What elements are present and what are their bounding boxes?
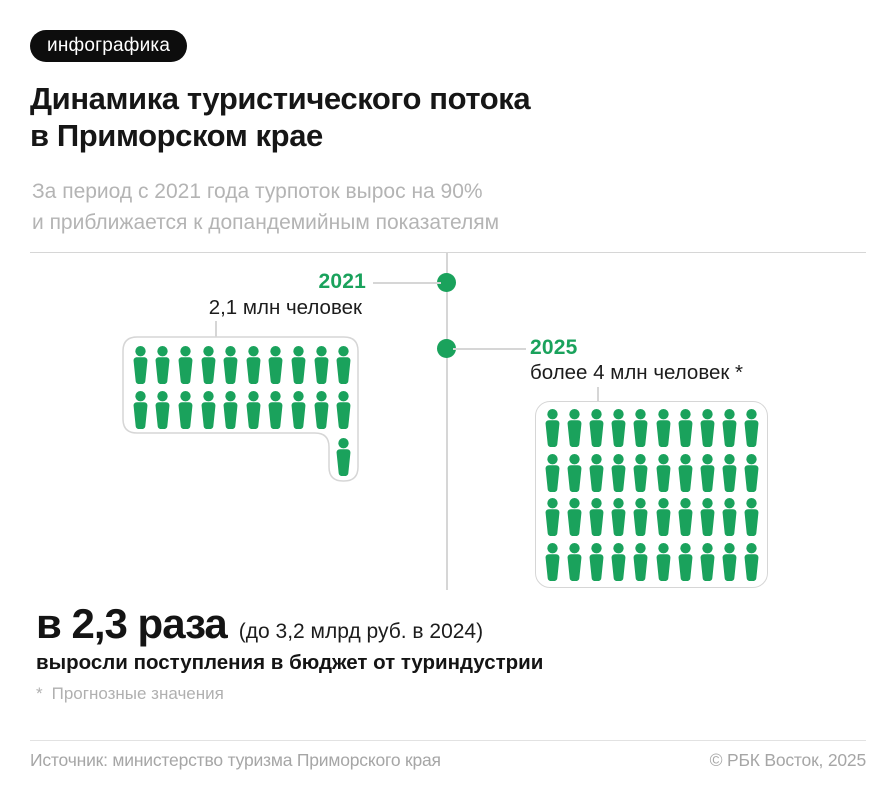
year-label-2025: 2025 [530,336,578,359]
connector-line-2025 [453,348,526,350]
page-title-line1: Динамика туристического потока [30,81,531,116]
person-icon [653,543,674,581]
person-icon [719,409,740,447]
person-icon [152,346,173,384]
person-icon [608,543,629,581]
person-icon [586,409,607,447]
connector-line-2021 [373,282,441,284]
person-icon [675,454,696,492]
stat-detail: (до 3,2 млрд руб. в 2024) [238,620,484,643]
timeline-dot-2025 [437,339,456,358]
page-title-line2: в Приморском крае [30,118,323,153]
footer: Источник: министерство туризма Приморско… [30,750,866,771]
stat-description: выросли поступления в бюджет от туриндус… [36,651,544,674]
footnote-asterisk: * [36,684,43,703]
person-icon [333,391,354,429]
value-label-2025: более 4 млн человек * [530,361,744,384]
person-icon [741,454,762,492]
person-icon [675,409,696,447]
connector-line-2021-box [215,321,217,337]
page-title: Динамика туристического потока в Приморс… [30,80,531,154]
person-icon [311,391,332,429]
person-icon [265,391,286,429]
person-icon [265,346,286,384]
page-subtitle: За период с 2021 года турпоток вырос на … [32,176,499,238]
person-icon [288,346,309,384]
person-icon [653,409,674,447]
person-icon [220,391,241,429]
person-icon [542,498,563,536]
person-icon [586,454,607,492]
person-icon [152,391,173,429]
person-icon [243,346,264,384]
person-icon [564,454,585,492]
person-icon [630,454,651,492]
person-icon [608,454,629,492]
person-icon [220,346,241,384]
person-icon [542,543,563,581]
pictogram-extension-2021 [333,438,354,476]
person-icon [175,391,196,429]
footnote-text: Прогнозные значения [51,684,224,703]
person-icon [333,346,354,384]
person-icon [175,346,196,384]
person-icon [741,543,762,581]
year-label-2021: 2021 [318,270,366,293]
person-icon [653,498,674,536]
timeline-dot-2021 [437,273,456,292]
person-icon [288,391,309,429]
person-icon [130,346,151,384]
person-icon [630,543,651,581]
infographic-badge: инфографика [30,30,188,62]
person-icon [586,543,607,581]
person-icon [630,409,651,447]
footer-divider-line [30,740,866,741]
stat-multiplier: в 2,3 раза [36,600,228,647]
person-icon [333,438,354,476]
person-icon [630,498,651,536]
person-icon [542,454,563,492]
connector-line-2025-box [597,387,599,402]
value-label-2021: 2,1 млн человек [208,296,362,319]
person-icon [697,498,718,536]
person-icon [608,409,629,447]
timeline-axis-line [446,252,448,590]
person-icon [741,498,762,536]
person-icon [719,543,740,581]
person-icon [653,454,674,492]
person-icon [697,409,718,447]
footnote: * Прогнозные значения [36,684,224,704]
person-icon [675,543,696,581]
pictogram-grid-2021 [129,342,355,432]
footer-source: Источник: министерство туризма Приморско… [30,750,441,770]
footer-copyright: © РБК Восток, 2025 [709,750,867,770]
person-icon [719,498,740,536]
person-icon [719,454,740,492]
person-icon [198,346,219,384]
person-icon [564,409,585,447]
person-icon [741,409,762,447]
person-icon [542,409,563,447]
person-icon [243,391,264,429]
person-icon [697,543,718,581]
person-icon [697,454,718,492]
person-icon [564,543,585,581]
person-icon [130,391,151,429]
person-icon [564,498,585,536]
top-divider-line [30,252,866,253]
page-subtitle-line1: За период с 2021 года турпоток вырос на … [32,180,483,203]
budget-stat: в 2,3 раза (до 3,2 млрд руб. в 2024) выр… [36,600,543,675]
person-icon [608,498,629,536]
person-icon [675,498,696,536]
person-icon [311,346,332,384]
person-icon [198,391,219,429]
pictogram-grid-2025 [541,406,763,584]
person-icon [586,498,607,536]
page-subtitle-line2: и приближается к допандемийным показател… [32,211,500,234]
